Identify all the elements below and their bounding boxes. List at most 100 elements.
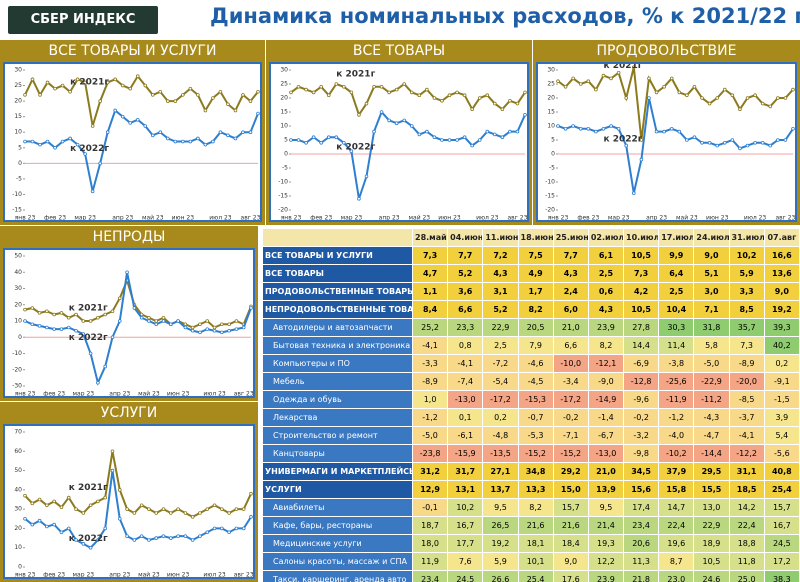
point (241, 93, 245, 97)
point (409, 90, 414, 95)
value-cell: 31,1 (728, 462, 765, 481)
point (190, 325, 195, 330)
value-cell: 18,5 (728, 480, 765, 499)
y-tick-label: 40 (14, 269, 22, 276)
chart: -30 -20 -10 0 10 20 30 40 50 янв 23 фев 23 мар 23 ап… (3, 248, 255, 398)
point (181, 93, 185, 97)
point (707, 141, 712, 145)
value-cell: 16,7 (763, 516, 800, 535)
value-cell: 9,0 (552, 552, 589, 571)
point (417, 132, 422, 137)
value-cell: 16,7 (447, 516, 484, 535)
item-row: Автодилеры и автозапчасти 25,2 23,3 22,9 20,… (262, 318, 800, 337)
point (212, 503, 217, 508)
point (364, 101, 369, 106)
column-header: 17.июл (658, 228, 695, 247)
value-cell: 31,8 (693, 318, 730, 337)
point (183, 322, 188, 327)
value-cell: 17,6 (552, 570, 589, 582)
series-line (291, 110, 526, 200)
row-label: Авиабилеты (262, 498, 413, 517)
page-title: Динамика номинальных расходов, % к 2021/… (210, 4, 800, 28)
value-cell: 7,7 (447, 246, 484, 265)
x-tick-label: июл 23 (744, 215, 767, 222)
point (98, 99, 102, 103)
point (110, 449, 115, 454)
x-tick-label: фев 23 (310, 215, 332, 222)
x-tick-label: фев 23 (43, 572, 65, 579)
point (319, 141, 323, 145)
value-cell: 11,4 (658, 336, 695, 355)
value-cell: -3,8 (658, 354, 695, 373)
y-tick-label: 20 (14, 301, 22, 308)
point (196, 93, 200, 97)
value-cell: -7,4 (447, 372, 484, 391)
point (730, 93, 735, 98)
value-cell: -3,2 (623, 426, 660, 445)
value-cell: 2,5 (587, 264, 625, 283)
point (632, 65, 636, 69)
value-cell: 9,9 (658, 246, 695, 265)
value-cell: 31,7 (447, 462, 484, 481)
x-tick-label: мар 23 (74, 215, 96, 222)
value-cell: -15,9 (447, 444, 484, 463)
point (248, 99, 253, 103)
point (515, 129, 520, 134)
value-cell: 1,1 (411, 282, 449, 301)
point (30, 139, 35, 144)
point (81, 542, 86, 546)
point (218, 89, 223, 94)
value-cell: 14,7 (658, 498, 695, 517)
series-line (24, 451, 252, 518)
point (60, 83, 65, 88)
item-row: Строительство и ремонт -5,0 -6,1 -4,8 -5,3 -7… (262, 426, 800, 445)
value-cell: -4,1 (447, 354, 484, 373)
x-tick-label: июл 23 (209, 215, 232, 222)
value-cell: 15,8 (658, 480, 695, 499)
value-cell: 11,8 (728, 552, 765, 571)
point (349, 149, 354, 153)
x-tick-label: мар 23 (341, 215, 363, 222)
value-cell: 21,6 (552, 516, 589, 535)
point (357, 112, 361, 117)
point (477, 96, 482, 100)
point (485, 93, 490, 98)
point (75, 142, 80, 147)
point (776, 138, 780, 142)
point (609, 76, 613, 81)
point (342, 84, 346, 89)
point (477, 138, 482, 142)
row-label: Салоны красоты, массаж и СПА (262, 552, 413, 571)
value-cell: 34,5 (623, 462, 660, 481)
point (103, 526, 107, 531)
chart-title: ВСЕ ТОВАРЫ И УСЛУГИ (48, 43, 217, 59)
value-cell: 25,2 (411, 318, 449, 337)
value-cell: -5,0 (693, 354, 730, 373)
value-cell: 38,3 (763, 570, 800, 582)
point (88, 319, 93, 323)
value-cell: 3,6 (447, 282, 484, 301)
point (578, 82, 583, 86)
x-tick-label: апр 23 (379, 215, 400, 222)
point (132, 306, 137, 310)
series-label: к 2021г (336, 70, 375, 80)
point (493, 132, 497, 137)
point (601, 73, 606, 78)
chart-panel: ВСЕ ТОВАРЫ -20 -15 -10 -5 0 5 10 15 20 25 30 янв 23 ф… (266, 40, 532, 225)
series-label: к 2021г (69, 303, 108, 313)
value-cell: 15,6 (623, 480, 660, 499)
row-label: УНИВЕРМАГИ И МАРКЕТПЛЕЙСЫ (262, 462, 413, 481)
value-cell: 5,9 (482, 552, 519, 571)
point (169, 322, 173, 327)
chart-panel: ВСЕ ТОВАРЫ И УСЛУГИ -15 -10 -5 0 5 10 15 20 25 30 я… (0, 40, 265, 225)
series-label: к 2022г (336, 143, 375, 153)
value-cell: -4,0 (658, 426, 695, 445)
point (183, 325, 188, 330)
point (74, 538, 78, 542)
point (220, 526, 224, 531)
y-tick-label: 25 (280, 81, 288, 88)
point (342, 141, 346, 145)
value-cell: -4,1 (728, 426, 765, 445)
point (226, 133, 230, 138)
value-cell: 19,2 (763, 300, 800, 319)
